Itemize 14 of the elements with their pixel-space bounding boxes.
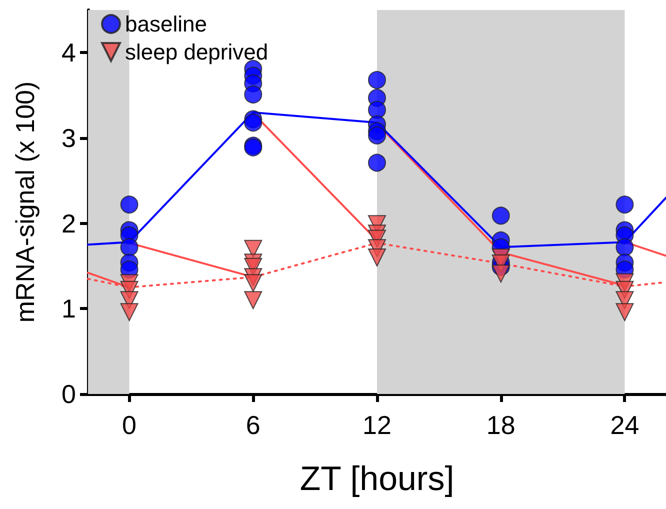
x-axis-title: ZT [hours] (300, 460, 454, 498)
y-tick-label: 4 (62, 38, 76, 68)
y-tick-label: 0 (62, 379, 76, 409)
x-tick-label: 0 (122, 410, 137, 440)
x-tick-label: 12 (362, 410, 392, 440)
y-tick-label: 1 (62, 294, 76, 324)
legend-label: baseline (125, 12, 207, 36)
y-axis-title: mRNA-signal (x 100) (10, 81, 40, 323)
x-tick-label: 18 (486, 410, 516, 440)
x-tick-label: 24 (610, 410, 640, 440)
x-tick-label: 6 (246, 410, 260, 440)
y-tick-label: 3 (62, 123, 76, 153)
y-tick-label: 2 (62, 208, 76, 238)
legend-label: sleep deprived (125, 40, 268, 64)
